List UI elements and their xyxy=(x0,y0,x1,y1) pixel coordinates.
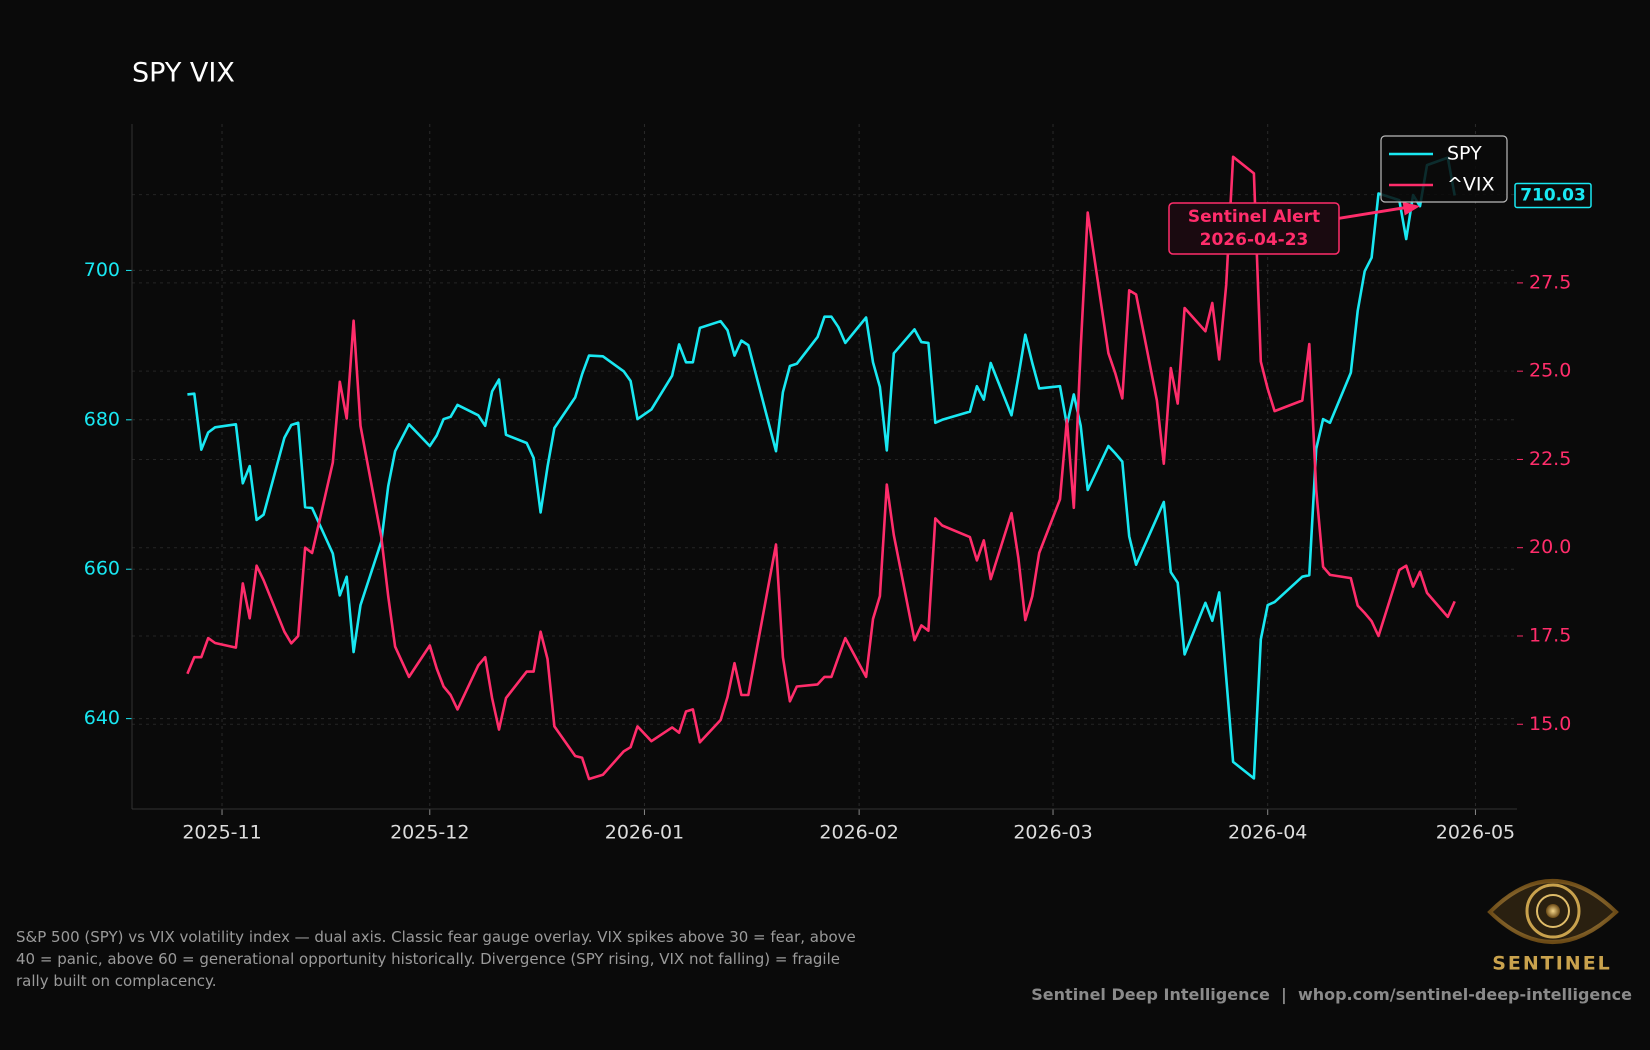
annotation-text: 2026-04-23 xyxy=(1200,230,1309,250)
y-tick-label: 680 xyxy=(84,408,120,430)
logo-text: SENTINEL xyxy=(1492,953,1612,975)
caption: S&P 500 (SPY) vs VIX volatility index — … xyxy=(16,928,856,990)
annotation-arrow xyxy=(1338,205,1409,220)
last-value-box xyxy=(1514,182,1592,209)
x-tick-label: 2025-12 xyxy=(390,822,469,844)
y-tick-label: 700 xyxy=(84,259,120,281)
series-line xyxy=(186,155,1456,781)
y2-tick-label: 25.0 xyxy=(1529,360,1571,382)
x-tick-label: 2026-05 xyxy=(1436,822,1515,844)
y2-tick-label: 20.0 xyxy=(1529,536,1571,558)
y2-tick-label: 27.5 xyxy=(1529,271,1571,293)
y-tick-label: 660 xyxy=(84,558,120,580)
y2-tick-label: 22.5 xyxy=(1529,448,1571,470)
x-tick-label: 2026-02 xyxy=(819,822,898,844)
chart-title: SPY VIX xyxy=(132,58,235,89)
y2-tick-label: 15.0 xyxy=(1529,713,1571,735)
x-tick-label: 2026-04 xyxy=(1228,822,1307,844)
last-value-label: 710.03 xyxy=(1520,185,1586,205)
annotation-arrowhead xyxy=(1402,201,1421,216)
y2-tick-label: 17.5 xyxy=(1529,624,1571,646)
footer: Sentinel Deep Intelligence | whop.com/se… xyxy=(1031,985,1632,1004)
logo-icon xyxy=(1487,879,1619,944)
series-line xyxy=(187,156,1456,780)
annotation-text: Sentinel Alert xyxy=(1188,207,1320,227)
x-tick-label: 2026-01 xyxy=(605,822,684,844)
legend-label: ^VIX xyxy=(1447,174,1495,196)
x-tick-label: 2026-03 xyxy=(1013,822,1092,844)
annotation-box xyxy=(1168,202,1340,255)
legend-label: SPY xyxy=(1447,143,1482,165)
y-tick-label: 640 xyxy=(84,707,120,729)
x-tick-label: 2025-11 xyxy=(182,822,261,844)
